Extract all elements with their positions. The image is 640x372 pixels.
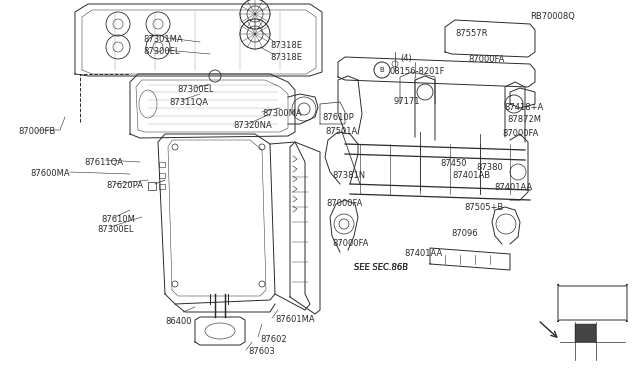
Text: 87000FA: 87000FA xyxy=(468,55,504,64)
Text: 87505+B: 87505+B xyxy=(464,202,503,212)
Text: 87601MA: 87601MA xyxy=(275,315,315,324)
Text: 87450: 87450 xyxy=(440,158,467,167)
Text: 87600MA: 87600MA xyxy=(30,170,70,179)
Text: 87000FA: 87000FA xyxy=(502,129,538,138)
Text: 86400: 86400 xyxy=(165,317,191,327)
Text: 87301MA: 87301MA xyxy=(143,35,182,45)
Text: 87401AA: 87401AA xyxy=(494,183,532,192)
Text: 87611QA: 87611QA xyxy=(84,157,123,167)
Text: (4): (4) xyxy=(400,54,412,62)
Text: 87381N: 87381N xyxy=(332,171,365,180)
Text: 87000FA: 87000FA xyxy=(332,240,369,248)
Text: 87300MA: 87300MA xyxy=(262,109,301,119)
Text: RB70008Q: RB70008Q xyxy=(530,13,575,22)
Text: 87320NA: 87320NA xyxy=(233,122,272,131)
FancyBboxPatch shape xyxy=(575,324,596,342)
Text: 87872M: 87872M xyxy=(507,115,541,125)
Text: 87610M: 87610M xyxy=(101,215,135,224)
Text: 87401AA: 87401AA xyxy=(404,250,442,259)
Text: B: B xyxy=(380,67,385,73)
Text: SEE SEC.86B: SEE SEC.86B xyxy=(354,263,408,272)
Text: 87603: 87603 xyxy=(248,347,275,356)
Text: 87300EL: 87300EL xyxy=(97,225,134,234)
Text: 87380: 87380 xyxy=(476,163,503,171)
Text: 97171: 97171 xyxy=(393,97,419,106)
Text: 87501A: 87501A xyxy=(325,128,357,137)
Text: 87602: 87602 xyxy=(260,334,287,343)
Text: SEE SEC.86B: SEE SEC.86B xyxy=(354,263,408,272)
Text: 87300EL: 87300EL xyxy=(143,48,179,57)
Text: 87000FB: 87000FB xyxy=(18,128,55,137)
Text: 87300EL: 87300EL xyxy=(177,86,214,94)
Text: 87096: 87096 xyxy=(451,230,477,238)
Text: 87401AB: 87401AB xyxy=(452,171,490,180)
Text: 87557R: 87557R xyxy=(455,29,488,38)
Text: 87000FA: 87000FA xyxy=(326,199,362,208)
Text: 87620PA: 87620PA xyxy=(106,182,143,190)
Text: 87318E: 87318E xyxy=(270,52,302,61)
Text: 08156-8201F: 08156-8201F xyxy=(390,67,445,77)
Text: 87418+A: 87418+A xyxy=(504,103,543,112)
Text: 87318E: 87318E xyxy=(270,41,302,49)
Text: 87610P: 87610P xyxy=(322,112,354,122)
Text: 87311QA: 87311QA xyxy=(169,97,208,106)
